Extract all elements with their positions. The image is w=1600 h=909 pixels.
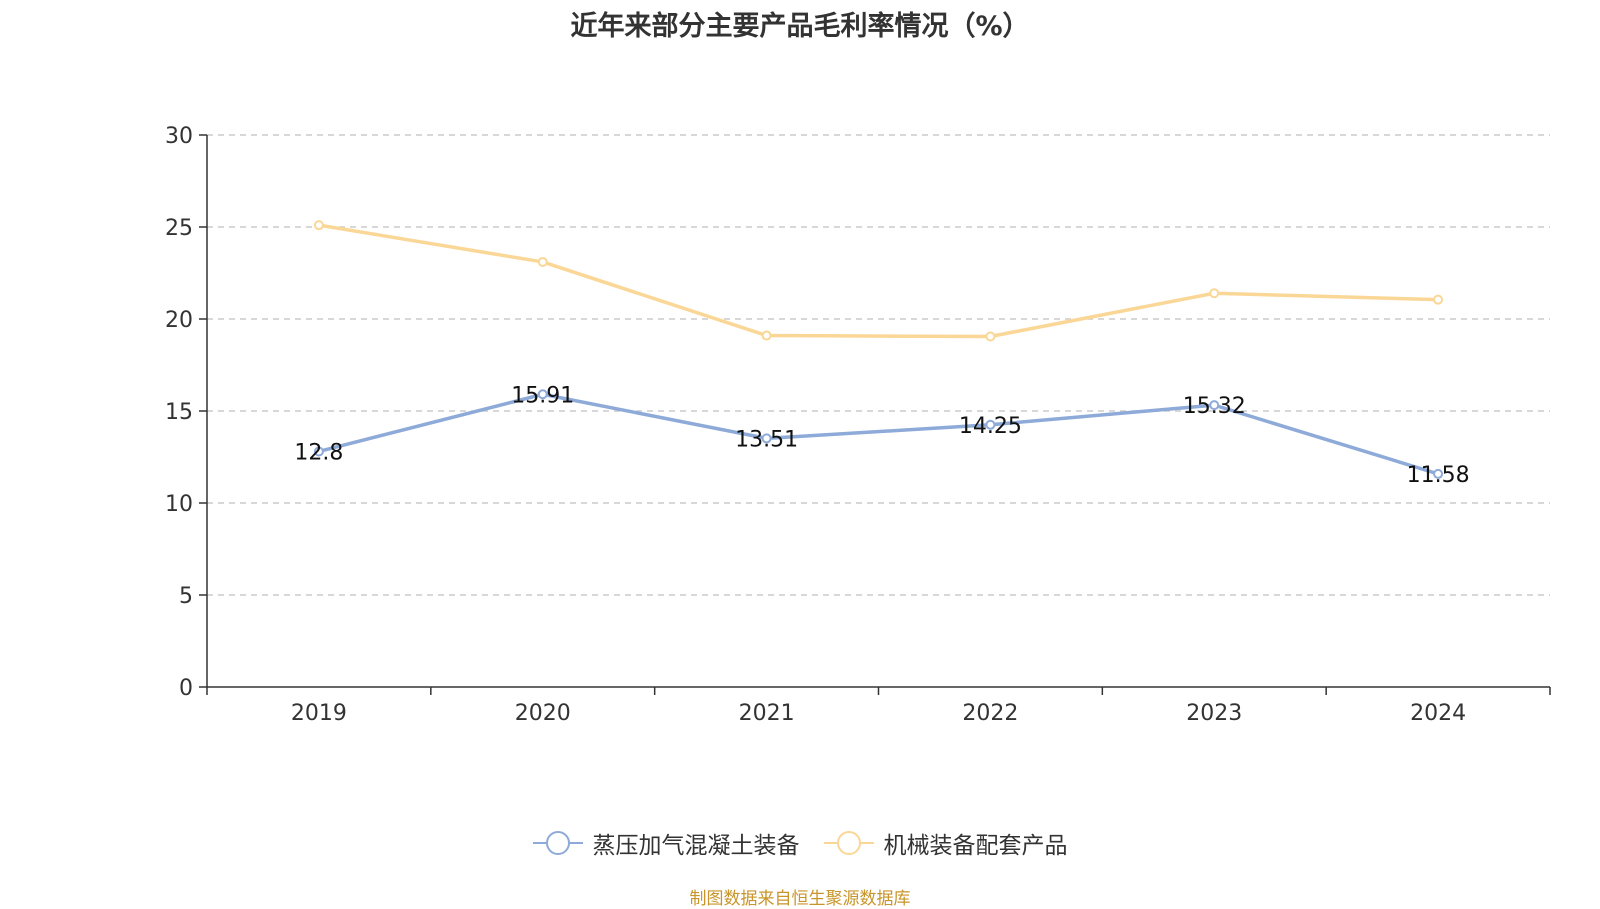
series-layer [313, 220, 1444, 479]
legend-item-series-1[interactable]: 蒸压加气混凝土装备 [532, 826, 800, 860]
data-source-note: 制图数据来自恒生聚源数据库 [689, 889, 911, 909]
data-label: 15.91 [511, 383, 574, 408]
x-tick-label: 2022 [962, 701, 1018, 726]
y-tick-label: 15 [165, 400, 193, 425]
data-point [1209, 288, 1220, 299]
axes: 0 5 10 15 20 25 30 2019 2020 2021 2022 2023 2024 [165, 124, 1551, 726]
data-point [313, 220, 324, 231]
data-point [761, 330, 772, 341]
y-tick-label: 5 [179, 584, 193, 609]
data-label: 13.51 [735, 427, 798, 452]
y-tick-label: 20 [165, 308, 193, 333]
legend: 蒸压加气混凝土装备 机械装备配套产品 [0, 826, 1600, 860]
data-label: 11.58 [1407, 463, 1470, 488]
data-point [313, 446, 324, 457]
legend-swatch-series-2 [823, 830, 874, 856]
data-point [1433, 468, 1444, 479]
data-point [985, 331, 996, 342]
data-label: 15.32 [1183, 394, 1246, 419]
legend-item-series-2[interactable]: 机械装备配套产品 [823, 826, 1068, 860]
series-line-2 [318, 223, 1439, 339]
x-tick-label: 2021 [739, 701, 795, 726]
data-point [1209, 400, 1220, 411]
data-labels: 12.8 15.91 13.51 14.25 15.32 11.58 [294, 383, 1469, 488]
data-point [1433, 294, 1444, 305]
y-tick-label: 10 [165, 492, 193, 517]
y-tick-label: 25 [165, 216, 193, 241]
data-point [985, 419, 996, 430]
x-tick-label: 2020 [515, 701, 571, 726]
data-point [761, 433, 772, 444]
x-tick-label: 2023 [1186, 701, 1242, 726]
data-point [537, 256, 548, 267]
legend-label-series-1: 蒸压加气混凝土装备 [592, 833, 800, 859]
legend-swatch-series-1 [532, 830, 583, 856]
x-tick-label: 2024 [1410, 701, 1466, 726]
x-tick-label: 2019 [291, 701, 347, 726]
data-label: 14.25 [959, 414, 1022, 439]
series-line-1 [318, 392, 1439, 476]
data-point [537, 389, 548, 400]
legend-label-series-2: 机械装备配套产品 [883, 833, 1068, 859]
gridlines [207, 134, 1550, 596]
y-tick-label: 0 [179, 676, 193, 701]
chart-title: 近年来部分主要产品毛利率情况（%） [570, 11, 1030, 42]
y-tick-label: 30 [165, 124, 193, 149]
data-label: 12.8 [294, 440, 343, 465]
